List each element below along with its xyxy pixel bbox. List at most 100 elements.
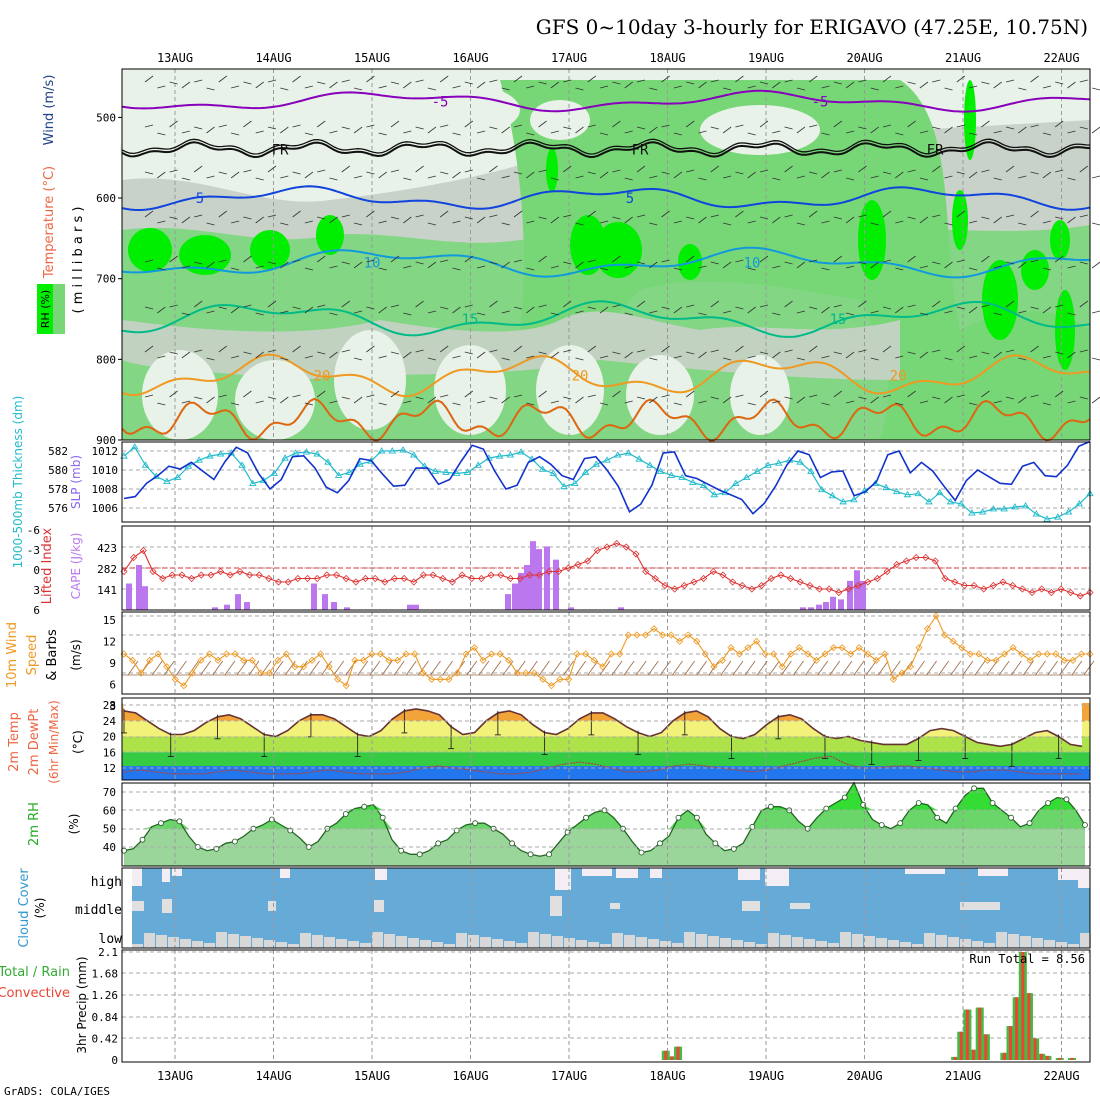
upper-wind-barb [292, 75, 301, 83]
upper-wind-barb [255, 177, 264, 181]
rh-point [878, 822, 885, 828]
upper-wind-barb [194, 214, 203, 218]
precip-convective-bar [1045, 1055, 1049, 1060]
rh-moist-cell [1055, 290, 1075, 370]
bottom-date-label: 19AUG [748, 1069, 784, 1083]
surface-wind-barb [212, 660, 224, 676]
upper-wind-barb [526, 355, 535, 359]
upper-wind-barb [526, 306, 535, 314]
upper-wind-barb [1092, 175, 1100, 179]
cape-bar [244, 602, 250, 610]
upper-wind-barb [378, 267, 387, 271]
wind-speed-point [992, 656, 1000, 664]
wind-speed-point [633, 631, 641, 639]
upper-wind-barb [464, 390, 474, 398]
upper-wind-barb [587, 394, 596, 398]
li-point [796, 578, 804, 586]
upper-wind-barb [267, 396, 277, 400]
upper-wind-barb [501, 310, 510, 314]
wind-speed-point [231, 650, 239, 658]
wind-axis-label-4: (m/s) [69, 639, 83, 670]
rh-point [767, 803, 774, 810]
upper-wind-barb [341, 349, 350, 353]
upper-wind-barb [415, 165, 424, 173]
upper-wind-barb [304, 132, 313, 136]
li-point [255, 571, 263, 579]
wind-speed-point [641, 631, 650, 639]
upper-wind-barb [649, 87, 658, 91]
upper-wind-barb [870, 396, 879, 404]
cloud-low-cell [312, 935, 323, 948]
upper-wind-barb [612, 255, 621, 263]
upper-wind-barb [870, 357, 879, 361]
upper-wind-barb [538, 216, 547, 220]
upper-wind-barb [476, 81, 486, 89]
cloud-low-cell [1080, 933, 1091, 948]
upper-wind-barb [575, 261, 584, 269]
cape-bar [407, 604, 413, 610]
upper-wind-barb [636, 126, 646, 130]
upper-wind-barb [354, 87, 363, 91]
upper-wind-barb [846, 177, 855, 181]
surface-wind-barb [926, 660, 937, 676]
upper-wind-barb [882, 171, 892, 175]
upper-wind-barb [845, 216, 855, 224]
upper-wind-barb [526, 267, 535, 271]
upper-wind-barb [882, 345, 892, 353]
thickness-point [410, 451, 418, 458]
cloud-low-cell [348, 941, 359, 948]
upper-wind-barb [144, 124, 154, 128]
cloud-low-cell [984, 943, 995, 948]
thickness-point [313, 450, 321, 457]
upper-wind-barb [870, 87, 879, 91]
upper-wind-barb [649, 261, 658, 269]
upper-wind-barb [169, 351, 178, 355]
upper-wind-barb [833, 216, 842, 220]
upper-wind-barb [1055, 169, 1064, 173]
temp-mask [122, 698, 1090, 747]
upper-wind-barb [513, 171, 523, 175]
upper-wind-barb [858, 165, 867, 173]
upper-wind-barb [809, 259, 818, 263]
cloud-low-cell [360, 943, 371, 948]
upper-wind-barb [686, 216, 695, 220]
upper-wind-barb [390, 216, 400, 220]
temp-axis-label-2: 2m DewPt [27, 709, 42, 776]
upper-wind-barb [673, 267, 682, 271]
upper-wind-barb [513, 394, 523, 398]
li-point [651, 574, 659, 583]
upper-wind-barb [317, 304, 326, 308]
surface-wind-barb [684, 660, 695, 676]
upper-wind-barb [735, 259, 744, 263]
upper-wind-barb [907, 120, 916, 128]
li-point [844, 585, 853, 593]
wind-speed-point [616, 650, 624, 658]
surface-wind-barb [950, 660, 962, 676]
upper-wind-barb [784, 79, 793, 83]
cape-bar [518, 572, 524, 610]
upper-wind-barb [981, 81, 990, 85]
surface-wind-barb [442, 660, 453, 676]
surface-wind-barb [563, 660, 574, 676]
surface-wind-barb [914, 660, 925, 676]
upper-wind-barb [796, 310, 805, 314]
surface-wind-barb [551, 660, 562, 676]
thickness-point [699, 481, 708, 489]
thickness-point [946, 497, 955, 505]
upper-wind-barb [464, 120, 474, 128]
li-point [410, 578, 418, 586]
upper-wind-barb [1092, 222, 1100, 226]
wind-speed-point [154, 650, 162, 658]
surface-wind-barb [1059, 660, 1071, 676]
upper-wind-barb [169, 216, 178, 220]
upper-wind-barb [403, 130, 412, 134]
li-point [458, 571, 466, 579]
wind-speed-point [445, 675, 453, 683]
li-point [593, 546, 601, 555]
upper-wind-barb [169, 169, 178, 173]
cloud-low-cell [840, 932, 851, 948]
wind-speed-point [368, 650, 376, 658]
wind-speed-point [710, 663, 718, 671]
upper-wind-barb [452, 85, 461, 89]
upper-wind-barb [858, 79, 867, 83]
